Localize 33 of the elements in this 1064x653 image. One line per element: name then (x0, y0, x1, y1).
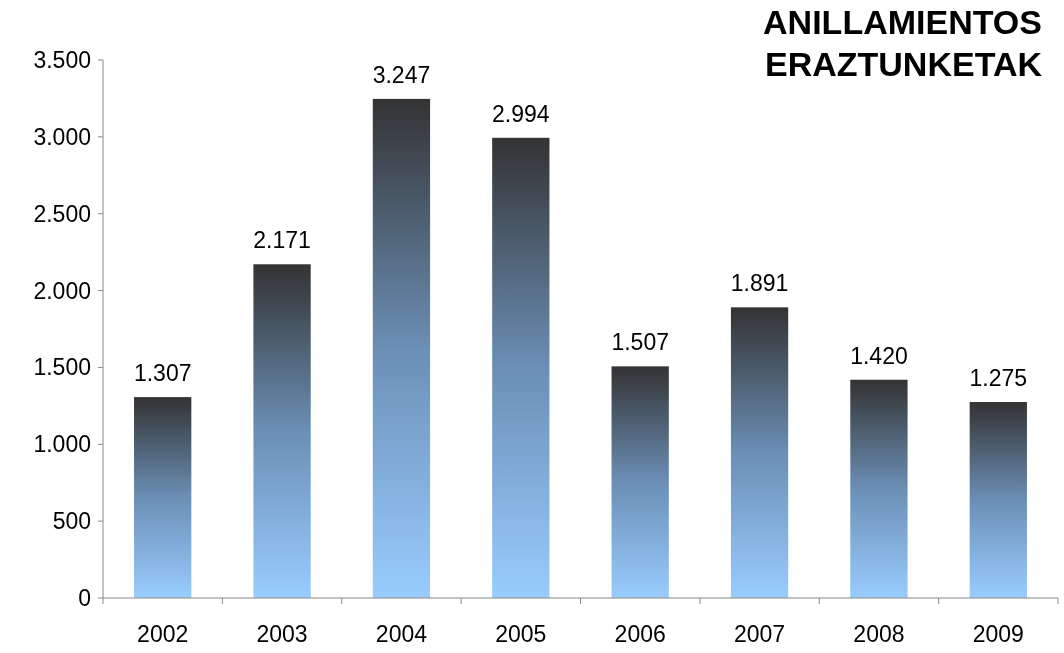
x-tick-label: 2005 (495, 621, 547, 647)
data-label: 1.307 (133, 360, 192, 387)
data-label: 3.247 (372, 61, 431, 88)
x-tick-label: 2003 (256, 621, 308, 647)
bar (253, 264, 311, 598)
bar (372, 98, 431, 598)
bar (850, 379, 908, 598)
bar (134, 397, 192, 598)
y-tick-label: 3.500 (33, 47, 91, 74)
x-tick-label: 2006 (614, 621, 666, 647)
data-label: 1.507 (611, 329, 669, 356)
y-tick-label: 1.500 (33, 354, 91, 381)
bar (730, 307, 789, 598)
x-tick-label: 2008 (853, 621, 905, 647)
y-tick-label: 2.500 (33, 200, 91, 227)
bar (611, 366, 669, 598)
data-label: 1.891 (730, 270, 789, 297)
y-tick-label: 3.000 (33, 123, 91, 150)
data-label: 1.420 (850, 342, 908, 369)
y-tick-label: 0 (78, 585, 91, 612)
y-tick-label: 1.000 (33, 431, 91, 458)
x-tick-label: 2002 (137, 621, 189, 647)
y-tick-label: 2.000 (33, 277, 91, 304)
y-tick-label: 500 (52, 508, 91, 535)
x-tick-label: 2009 (972, 621, 1024, 647)
bar (492, 137, 550, 598)
data-label: 2.994 (492, 100, 550, 127)
chart-title: ANILLAMIENTOS ERAZTUNKETAK (763, 3, 1043, 83)
data-label: 2.171 (253, 227, 311, 254)
x-tick-label: 2007 (733, 621, 786, 647)
x-tick-label: 2004 (375, 621, 428, 647)
bar (969, 402, 1027, 598)
data-label: 1.275 (969, 365, 1028, 392)
